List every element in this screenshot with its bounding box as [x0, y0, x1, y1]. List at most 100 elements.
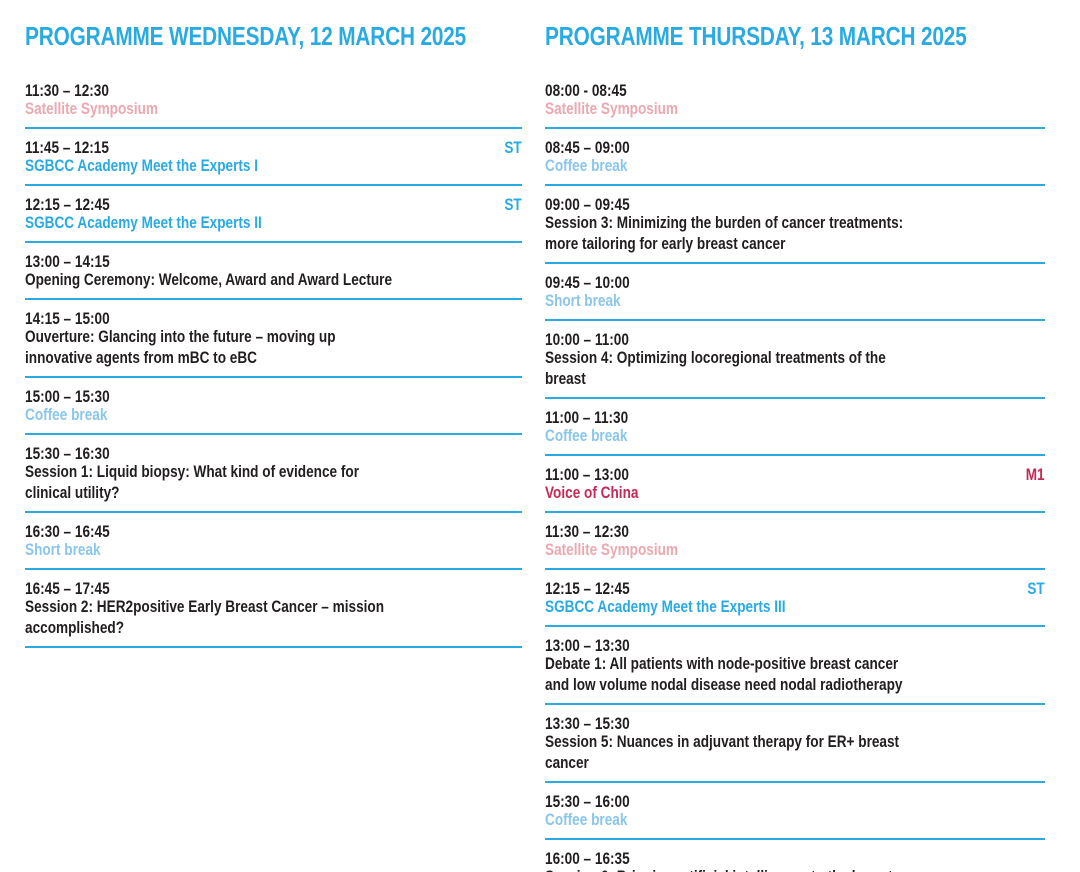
event-line: Ouverture: Glancing into the future – mo…	[25, 326, 522, 347]
event-line-text: innovative agents from mBC to eBC	[25, 348, 257, 367]
event-line: SGBCC Academy Meet the Experts I	[25, 155, 522, 176]
time-label: 15:30 – 16:30	[25, 443, 131, 464]
event-title: Short break	[25, 539, 522, 560]
schedule-row: 11:45 – 12:15 SGBCC Academy Meet the Exp…	[25, 129, 522, 186]
time-label: 16:45 – 17:45	[25, 578, 131, 599]
event-line: Debate 1: All patients with node-positiv…	[545, 653, 1045, 674]
time-label: 11:00 – 13:00	[545, 464, 650, 485]
time-label: 10:00 – 11:00	[545, 329, 650, 350]
column-title-text: PROGRAMME WEDNESDAY, 12 MARCH 2025	[25, 21, 467, 51]
event-line: Satellite Symposium	[25, 98, 522, 119]
time-label: 16:30 – 16:45	[25, 521, 131, 542]
time-label: 13:00 – 13:30	[545, 635, 651, 656]
time-text: 15:30 – 16:30	[25, 444, 110, 463]
time-label: 09:00 – 09:45	[545, 194, 651, 215]
event-line-text: SGBCC Academy Meet the Experts II	[25, 213, 262, 232]
event-line-text: Coffee break	[25, 405, 108, 424]
event-line-text: Short break	[25, 540, 101, 559]
event-title: Satellite Symposium	[545, 539, 1045, 560]
event-line: Short break	[25, 539, 522, 560]
room-tag-text: ST	[1027, 579, 1045, 598]
schedule-row: 12:15 – 12:45 SGBCC Academy Meet the Exp…	[545, 570, 1045, 627]
column-title-wednesday: PROGRAMME WEDNESDAY, 12 MARCH 2025	[25, 22, 522, 50]
time-label: 13:00 – 14:15	[25, 251, 131, 272]
event-title: Opening Ceremony: Welcome, Award and Awa…	[25, 269, 522, 290]
event-line-text: cancer	[545, 753, 589, 772]
schedule-row: 14:15 – 15:00 Ouverture: Glancing into t…	[25, 300, 522, 378]
time-text: 12:15 – 12:45	[25, 195, 110, 214]
room-tag: ST	[500, 194, 522, 215]
event-line-text: Satellite Symposium	[545, 540, 679, 559]
schedule-row: 11:00 – 13:00 Voice of China M1	[545, 456, 1045, 513]
event-line: Satellite Symposium	[545, 539, 1045, 560]
event-line-text: Ouverture: Glancing into the future – mo…	[25, 327, 336, 346]
event-title: Session 2: HER2positive Early Breast Can…	[25, 596, 522, 638]
event-line: Coffee break	[545, 809, 1045, 830]
schedule-list-thursday: 08:00 - 08:45 Satellite Symposium 08:45 …	[545, 72, 1045, 872]
time-label: 12:15 – 12:45	[545, 578, 651, 599]
time-text: 12:15 – 12:45	[545, 579, 630, 598]
event-title: Voice of China	[545, 482, 1045, 503]
event-title: SGBCC Academy Meet the Experts II	[25, 212, 522, 233]
time-text: 16:45 – 17:45	[25, 579, 110, 598]
event-line: and low volume nodal disease need nodal …	[545, 674, 1045, 695]
room-tag: ST	[1023, 578, 1045, 599]
schedule-row: 15:30 – 16:30 Session 1: Liquid biopsy: …	[25, 435, 522, 513]
event-line: Session 3: Minimizing the burden of canc…	[545, 212, 1045, 233]
event-line-text: Debate 1: All patients with node-positiv…	[545, 654, 899, 673]
event-line-text: accomplished?	[25, 618, 125, 637]
schedule-row: 11:30 – 12:30 Satellite Symposium	[25, 72, 522, 129]
schedule-row: 13:00 – 13:30 Debate 1: All patients wit…	[545, 627, 1045, 705]
event-line-text: Coffee break	[545, 156, 628, 175]
event-line: Short break	[545, 290, 1045, 311]
time-text: 10:00 – 11:00	[545, 330, 629, 349]
event-line-text: Satellite Symposium	[25, 99, 159, 118]
event-title: Coffee break	[545, 425, 1045, 446]
time-label: 14:15 – 15:00	[25, 308, 131, 329]
event-line: accomplished?	[25, 617, 522, 638]
time-text: 11:30 – 12:30	[25, 81, 109, 100]
event-line: Voice of China	[545, 482, 1045, 503]
time-label: 08:45 – 09:00	[545, 137, 651, 158]
event-title: Ouverture: Glancing into the future – mo…	[25, 326, 522, 368]
schedule-row: 13:00 – 14:15 Opening Ceremony: Welcome,…	[25, 243, 522, 300]
time-label: 12:15 – 12:45	[25, 194, 131, 215]
event-title: Satellite Symposium	[545, 98, 1045, 119]
time-text: 11:30 – 12:30	[545, 522, 629, 541]
time-text: 13:30 – 15:30	[545, 714, 630, 733]
event-line: Session 2: HER2positive Early Breast Can…	[25, 596, 522, 617]
time-text: 16:30 – 16:45	[25, 522, 110, 541]
event-line-text: Short break	[545, 291, 621, 310]
time-text: 15:00 – 15:30	[25, 387, 110, 406]
event-line: Session 4: Optimizing locoregional treat…	[545, 347, 1045, 368]
event-line: SGBCC Academy Meet the Experts II	[25, 212, 522, 233]
event-line: innovative agents from mBC to eBC	[25, 347, 522, 368]
schedule-row: 13:30 – 15:30 Session 5: Nuances in adju…	[545, 705, 1045, 783]
event-line-text: Session 6: Bringing artificial intellige…	[545, 866, 893, 872]
event-title: Session 1: Liquid biopsy: What kind of e…	[25, 461, 522, 503]
room-tag-text: M1	[1026, 465, 1045, 484]
event-line-text: and low volume nodal disease need nodal …	[545, 675, 903, 694]
event-title: Debate 1: All patients with node-positiv…	[545, 653, 1045, 695]
time-label: 11:30 – 12:30	[545, 521, 650, 542]
event-line-text: Session 4: Optimizing locoregional treat…	[545, 348, 886, 367]
event-line: Coffee break	[545, 155, 1045, 176]
schedule-list-wednesday: 11:30 – 12:30 Satellite Symposium 11:45 …	[25, 72, 522, 648]
room-tag-text: ST	[504, 195, 522, 214]
event-title: Coffee break	[545, 809, 1045, 830]
event-title: SGBCC Academy Meet the Experts III	[545, 596, 1045, 617]
event-line-text: clinical utility?	[25, 483, 120, 502]
event-line: cancer	[545, 752, 1045, 773]
time-text: 13:00 – 13:30	[545, 636, 630, 655]
event-line-text: SGBCC Academy Meet the Experts III	[545, 597, 786, 616]
event-line: Session 5: Nuances in adjuvant therapy f…	[545, 731, 1045, 752]
event-line: Coffee break	[545, 425, 1045, 446]
event-line-text: Coffee break	[545, 426, 628, 445]
schedule-row: 16:00 – 16:35 Session 6: Bringing artifi…	[545, 840, 1045, 872]
time-label: 08:00 - 08:45	[545, 80, 647, 101]
time-text: 08:45 – 09:00	[545, 138, 630, 157]
event-line-text: breast	[545, 369, 586, 388]
programme-column-thursday: PROGRAMME THURSDAY, 13 MARCH 2025 08:00 …	[545, 22, 1045, 872]
time-label: 13:30 – 15:30	[545, 713, 651, 734]
event-line-text: Voice of China	[545, 483, 639, 502]
